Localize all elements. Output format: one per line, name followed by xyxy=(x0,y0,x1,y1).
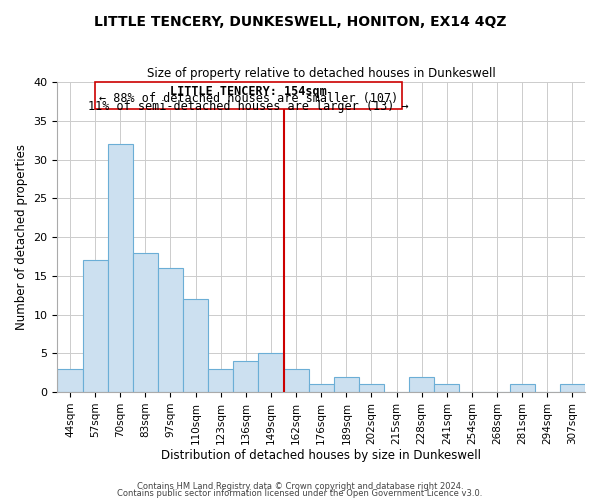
Text: 11% of semi-detached houses are larger (13) →: 11% of semi-detached houses are larger (… xyxy=(88,100,409,113)
Bar xyxy=(560,384,585,392)
Bar xyxy=(58,369,83,392)
Text: Contains HM Land Registry data © Crown copyright and database right 2024.: Contains HM Land Registry data © Crown c… xyxy=(137,482,463,491)
Bar xyxy=(83,260,107,392)
Bar xyxy=(133,252,158,392)
Text: Contains public sector information licensed under the Open Government Licence v3: Contains public sector information licen… xyxy=(118,490,482,498)
Bar xyxy=(284,369,308,392)
Bar xyxy=(434,384,460,392)
Bar xyxy=(158,268,183,392)
Bar xyxy=(183,299,208,392)
Text: LITTLE TENCERY: 154sqm: LITTLE TENCERY: 154sqm xyxy=(170,85,327,98)
Bar xyxy=(359,384,384,392)
Bar xyxy=(107,144,133,392)
FancyBboxPatch shape xyxy=(95,82,401,109)
Bar xyxy=(208,369,233,392)
Text: LITTLE TENCERY, DUNKESWELL, HONITON, EX14 4QZ: LITTLE TENCERY, DUNKESWELL, HONITON, EX1… xyxy=(94,15,506,29)
Title: Size of property relative to detached houses in Dunkeswell: Size of property relative to detached ho… xyxy=(147,66,496,80)
X-axis label: Distribution of detached houses by size in Dunkeswell: Distribution of detached houses by size … xyxy=(161,450,481,462)
Bar xyxy=(259,354,284,392)
Bar xyxy=(334,376,359,392)
Y-axis label: Number of detached properties: Number of detached properties xyxy=(15,144,28,330)
Text: ← 88% of detached houses are smaller (107): ← 88% of detached houses are smaller (10… xyxy=(99,92,398,105)
Bar xyxy=(409,376,434,392)
Bar xyxy=(509,384,535,392)
Bar xyxy=(308,384,334,392)
Bar xyxy=(233,361,259,392)
